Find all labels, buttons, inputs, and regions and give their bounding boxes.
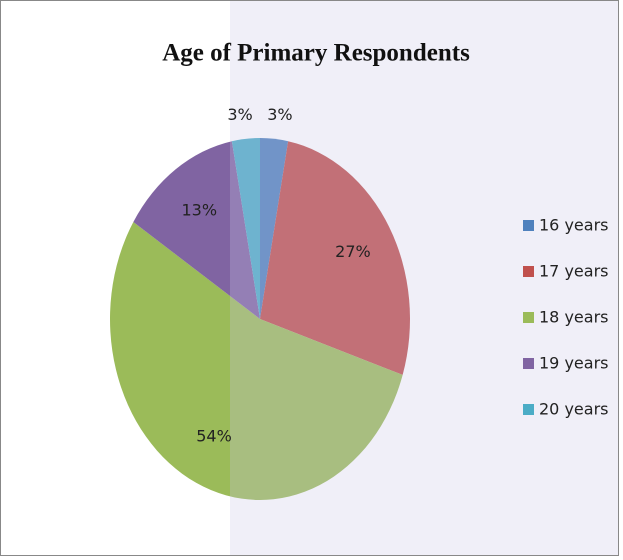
legend-swatch xyxy=(523,312,534,323)
pie-slice xyxy=(109,222,403,501)
legend-swatch xyxy=(523,266,534,277)
chart-title: Age of Primary Respondents xyxy=(162,40,470,67)
pie xyxy=(109,138,411,501)
pie-slice xyxy=(231,138,260,319)
pie-slice xyxy=(260,141,411,375)
legend-swatch xyxy=(523,220,534,231)
legend-label: 20 years xyxy=(539,400,608,419)
legend-label: 16 years xyxy=(539,216,608,235)
legend-label: 19 years xyxy=(539,354,608,373)
watermark-overlay xyxy=(230,1,618,555)
legend-swatch xyxy=(523,358,534,369)
pie-slice xyxy=(260,138,289,319)
pie-slice xyxy=(133,141,260,319)
data-label: 27% xyxy=(335,242,371,261)
data-label: 3% xyxy=(227,105,252,124)
legend-label: 17 years xyxy=(539,262,608,281)
legend-label: 18 years xyxy=(539,308,608,327)
legend-swatch xyxy=(523,404,534,415)
data-label: 3% xyxy=(267,105,292,124)
data-label: 13% xyxy=(182,201,218,220)
data-label: 54% xyxy=(196,426,232,445)
